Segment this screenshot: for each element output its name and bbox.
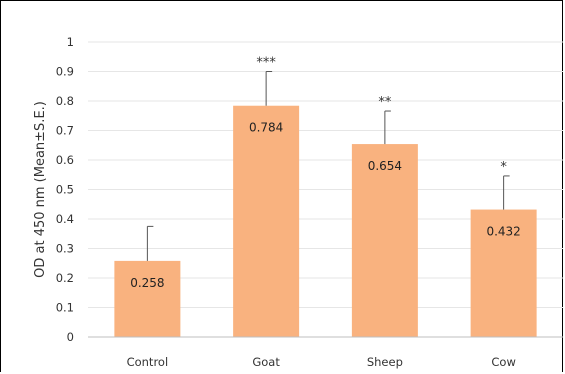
bar-control bbox=[114, 260, 181, 337]
data-label-goat: 0.784 bbox=[249, 121, 283, 135]
y-tick-label: 0.8 bbox=[56, 94, 74, 108]
data-label-cow: 0.432 bbox=[486, 225, 520, 239]
y-axis-ticks: 0 0.1 0.2 0.3 0.4 0.5 0.6 0.7 0.8 0.9 1 bbox=[56, 35, 74, 344]
y-tick-label: 0.4 bbox=[56, 212, 74, 226]
data-label-sheep: 0.654 bbox=[368, 159, 402, 173]
bars bbox=[114, 105, 537, 337]
y-tick-label: 0.2 bbox=[56, 271, 74, 285]
significance-mark: *** bbox=[256, 56, 276, 71]
y-tick-label: 0.6 bbox=[56, 153, 74, 167]
y-tick-label: 1 bbox=[67, 35, 74, 49]
y-tick-label: 0.5 bbox=[56, 183, 74, 197]
y-tick-label: 0.1 bbox=[56, 301, 74, 315]
y-tick-label: 0.9 bbox=[56, 65, 74, 79]
error-bars bbox=[146, 71, 510, 261]
data-label-control: 0.258 bbox=[130, 276, 164, 290]
bar-goat bbox=[233, 105, 300, 337]
y-tick-label: 0.7 bbox=[56, 124, 74, 138]
x-tick-label: Goat bbox=[252, 355, 280, 369]
y-tick-label: 0.3 bbox=[56, 242, 74, 256]
data-labels: 0.258 0.784 0.654 0.432 bbox=[130, 121, 521, 290]
x-axis-ticks: Control Goat Sheep Cow bbox=[127, 355, 516, 369]
bar-sheep bbox=[351, 144, 418, 337]
x-tick-label: Sheep bbox=[367, 355, 403, 369]
significance-mark: * bbox=[500, 160, 507, 175]
significance-marks: ****** bbox=[256, 56, 507, 175]
bar-cow bbox=[470, 209, 537, 337]
y-axis-label: OD at 450 nm (Mean±S.E.) bbox=[33, 101, 48, 278]
y-tick-label: 0 bbox=[67, 330, 74, 344]
x-tick-label: Cow bbox=[491, 355, 515, 369]
x-tick-label: Control bbox=[127, 355, 169, 369]
significance-mark: ** bbox=[378, 95, 392, 110]
